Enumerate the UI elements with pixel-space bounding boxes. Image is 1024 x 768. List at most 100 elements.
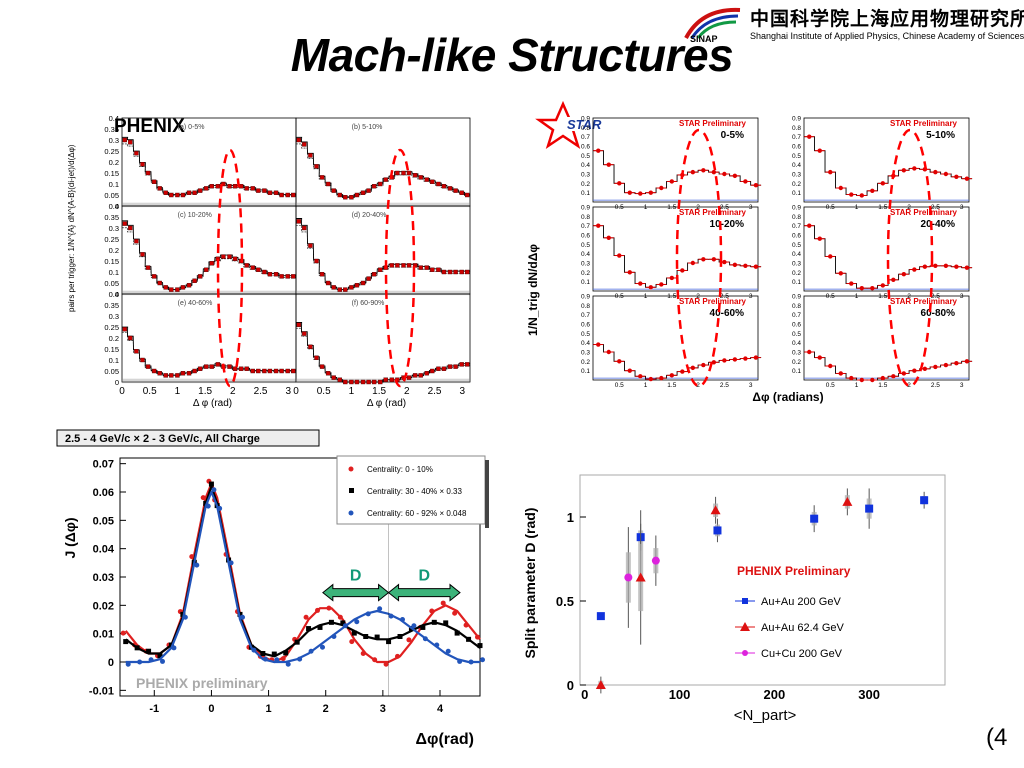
y-tick-label: 0 xyxy=(567,678,574,693)
y-tick-label: 0.9 xyxy=(581,205,590,212)
data-point xyxy=(465,269,470,275)
data-point xyxy=(175,192,180,198)
preliminary-tag: STAR Preliminary xyxy=(890,208,958,217)
data-point xyxy=(424,177,429,182)
data-point xyxy=(328,619,334,625)
flow-band xyxy=(122,202,296,208)
data-point xyxy=(659,375,664,381)
panel-frame xyxy=(803,117,970,203)
data-point xyxy=(732,262,738,268)
x-tick-label: 1.5 xyxy=(878,204,887,211)
y-tick-label: 0.5 xyxy=(556,594,574,609)
y-tick-label: 0.6 xyxy=(581,144,590,151)
histogram-line xyxy=(593,344,762,380)
x-tick-label: 2 xyxy=(696,293,700,300)
data-point xyxy=(378,181,383,187)
data-point xyxy=(411,623,417,629)
preliminary-tag: STAR Preliminary xyxy=(890,297,958,306)
data-point xyxy=(617,253,622,258)
data-point xyxy=(319,175,325,180)
y-tick-label: 0.35 xyxy=(104,125,119,134)
data-point xyxy=(366,188,371,193)
x-tick-label: 2.5 xyxy=(428,386,442,397)
x-tick-label: -1 xyxy=(149,703,159,715)
data-point xyxy=(386,639,392,645)
x-tick-label: 1 xyxy=(855,293,859,300)
data-point xyxy=(285,661,291,667)
data-point xyxy=(669,373,675,378)
data-point xyxy=(922,366,928,371)
x-tick-label: 1 xyxy=(644,293,648,300)
data-point xyxy=(710,505,721,515)
data-point xyxy=(360,190,366,196)
phenix-panel: (a) 0-5% 0 0.05 0.1 0.15 0.2 0.25 0.3 0.35 0.4 xyxy=(104,114,297,211)
data-point xyxy=(125,661,131,667)
data-point xyxy=(424,371,429,376)
data-point xyxy=(175,287,180,292)
phenix-label: PHENIX xyxy=(114,116,185,137)
data-point xyxy=(169,287,174,292)
data-point xyxy=(828,254,833,259)
data-point xyxy=(870,377,875,383)
data-point xyxy=(954,361,959,366)
data-point xyxy=(453,364,458,369)
data-point xyxy=(122,326,127,332)
data-point xyxy=(943,171,949,177)
data-point xyxy=(204,267,209,273)
y-tick-label: 0.4 xyxy=(792,162,801,169)
data-point xyxy=(342,623,348,629)
data-point xyxy=(627,368,632,373)
y-tick-label: 0.05 xyxy=(104,191,119,200)
data-point xyxy=(440,600,446,606)
data-point xyxy=(262,188,267,193)
data-point xyxy=(145,170,151,176)
y-tick-label: 0.01 xyxy=(93,629,114,641)
y-tick-label: 0.2 xyxy=(792,359,801,366)
highlight-ellipse xyxy=(384,148,416,388)
x-tick-label: 3 xyxy=(380,703,386,715)
histogram-line xyxy=(804,351,973,381)
data-point xyxy=(134,151,139,156)
data-point xyxy=(285,274,290,279)
data-point xyxy=(477,643,483,649)
data-point xyxy=(480,657,485,663)
data-point xyxy=(208,481,214,487)
data-point xyxy=(180,192,186,198)
y-tick-label: 0.9 xyxy=(792,116,801,123)
D-arrow xyxy=(387,583,461,602)
data-point xyxy=(221,254,226,259)
j-xlabel: Δφ(rad) xyxy=(416,731,475,748)
star-panel: 0.10.20.30.40.50.60.70.80.90.5 1 1.5 2 2.5 3S… xyxy=(581,205,762,300)
data-point xyxy=(238,366,244,372)
y-tick-label: 0.6 xyxy=(581,233,590,240)
data-point xyxy=(406,170,412,176)
y-tick-label: 0.25 xyxy=(104,235,119,244)
x-tick-label: 2 xyxy=(907,204,911,211)
y-tick-label: 0.9 xyxy=(792,205,801,212)
data-point xyxy=(436,181,441,187)
data-point xyxy=(308,243,313,248)
data-point xyxy=(659,185,664,191)
legend-label: Centrality: 30 - 40% × 0.33 xyxy=(367,487,462,496)
data-point xyxy=(459,269,464,275)
data-point xyxy=(441,269,447,275)
y-tick-label: 0.4 xyxy=(109,290,119,299)
data-point xyxy=(406,263,412,268)
y-tick-label: 0.4 xyxy=(792,251,801,258)
data-point xyxy=(232,256,238,262)
model-line xyxy=(121,136,297,196)
data-point xyxy=(447,364,453,369)
y-tick-label: 0.1 xyxy=(581,368,590,375)
y-tick-label: 0.9 xyxy=(581,116,590,123)
y-tick-label: 0.1 xyxy=(109,356,119,365)
data-point xyxy=(753,183,759,188)
data-point xyxy=(169,192,174,198)
y-tick-label: 0.7 xyxy=(581,312,590,319)
data-point xyxy=(134,348,139,354)
data-point xyxy=(145,265,151,270)
data-point xyxy=(690,365,696,371)
page-number: (4 xyxy=(986,724,1008,751)
data-point xyxy=(175,373,180,378)
legend-marker xyxy=(740,622,750,631)
y-tick-label: 0.1 xyxy=(792,279,801,286)
